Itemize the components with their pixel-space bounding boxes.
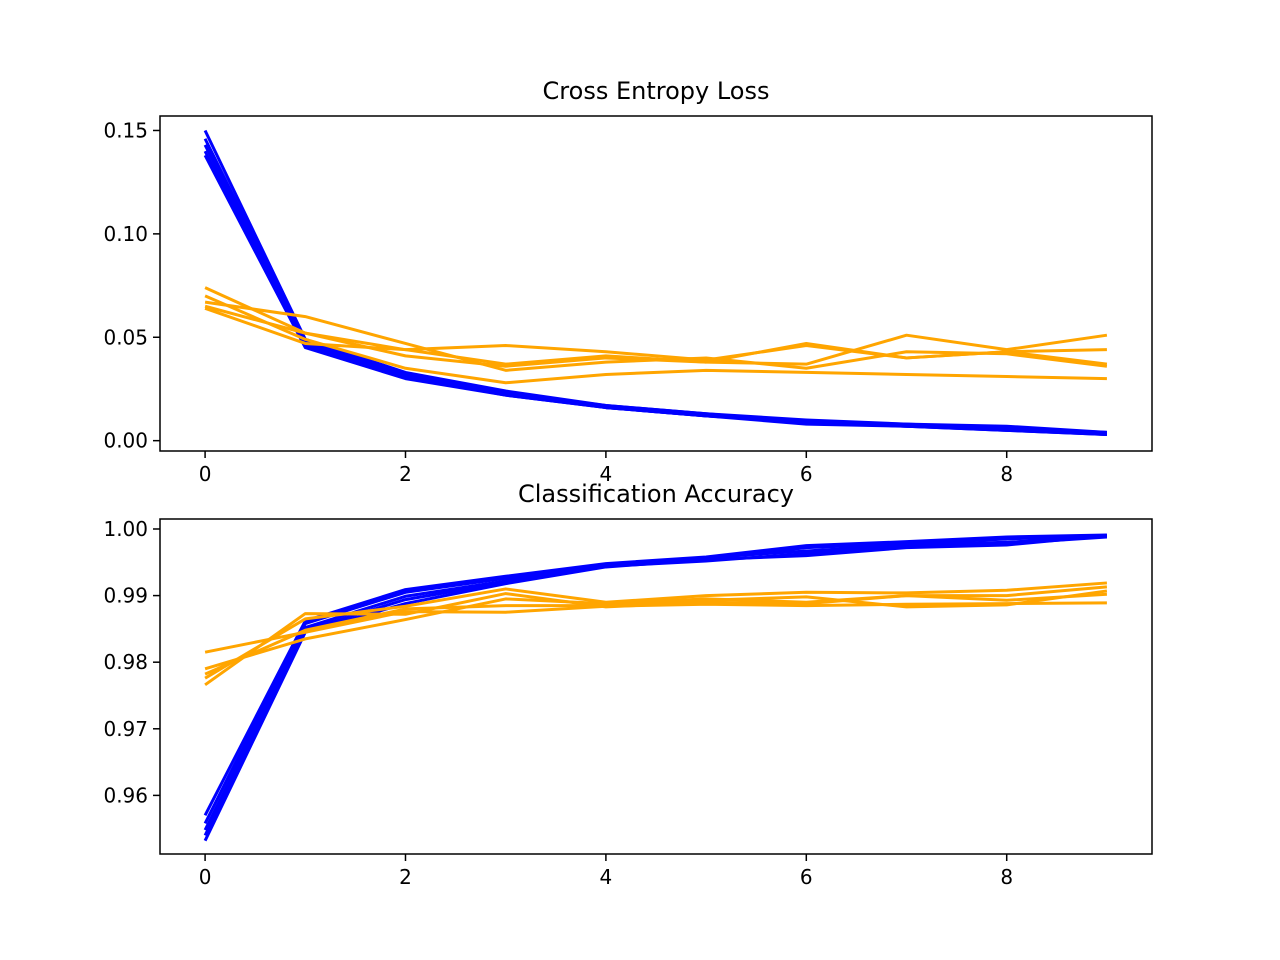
- accuracy-x-tick-label: 0: [199, 865, 212, 889]
- loss-series-line-10: [204, 306, 1108, 366]
- accuracy-y-tick-label: 0.97: [103, 717, 148, 741]
- loss-series-layer: [203, 129, 1108, 436]
- loss-x-tick-label: 8: [1000, 462, 1013, 486]
- loss-y-tick-label: 0.00: [103, 429, 148, 453]
- accuracy-series-line-8: [204, 589, 1108, 676]
- loss-x-tick-label: 0: [199, 462, 212, 486]
- accuracy-x-tick-label: 2: [399, 865, 412, 889]
- accuracy-series-layer: [203, 533, 1108, 842]
- loss-y-tick-label: 0.15: [103, 118, 148, 142]
- loss-axes-frame: [159, 115, 1153, 452]
- accuracy-x-tick-label: 8: [1000, 865, 1013, 889]
- loss-series-line-5: [203, 154, 1107, 436]
- accuracy-series-line-7: [204, 585, 1108, 671]
- loss-y-tick-label: 0.05: [103, 325, 148, 349]
- loss-chart-title: Cross Entropy Loss: [543, 77, 770, 105]
- loss-x-tick-label: 6: [800, 462, 813, 486]
- accuracy-series-line-5: [203, 534, 1108, 842]
- accuracy-y-tick-label: 1.00: [103, 517, 148, 541]
- accuracy-tick-layer: 0 2 4 6 8 0.96 0.97 0.98 0.99 1.00: [103, 517, 1013, 889]
- accuracy-series-line-10: [204, 592, 1107, 687]
- accuracy-axes-frame: [159, 518, 1153, 855]
- accuracy-y-tick-label: 0.99: [103, 584, 148, 608]
- accuracy-y-tick-label: 0.96: [103, 783, 148, 807]
- accuracy-axes: 0 2 4 6 8 0.96 0.97 0.98 0.99 1.00 Classification…: [103, 480, 1153, 889]
- loss-x-tick-label: 2: [399, 462, 412, 486]
- accuracy-chart-title: Classification Accuracy: [518, 480, 794, 508]
- loss-x-tick-label: 4: [600, 462, 613, 486]
- loss-axes: 0 2 4 6 8 0.00 0.05 0.10 0.15 Cross Entropy Loss: [103, 77, 1153, 486]
- accuracy-y-tick-label: 0.98: [103, 650, 148, 674]
- loss-series-line-7: [204, 294, 1107, 385]
- accuracy-x-tick-label: 6: [800, 865, 813, 889]
- loss-tick-layer: 0 2 4 6 8 0.00 0.05 0.10 0.15: [103, 118, 1013, 486]
- accuracy-x-tick-label: 4: [600, 865, 613, 889]
- loss-y-tick-label: 0.10: [103, 222, 148, 246]
